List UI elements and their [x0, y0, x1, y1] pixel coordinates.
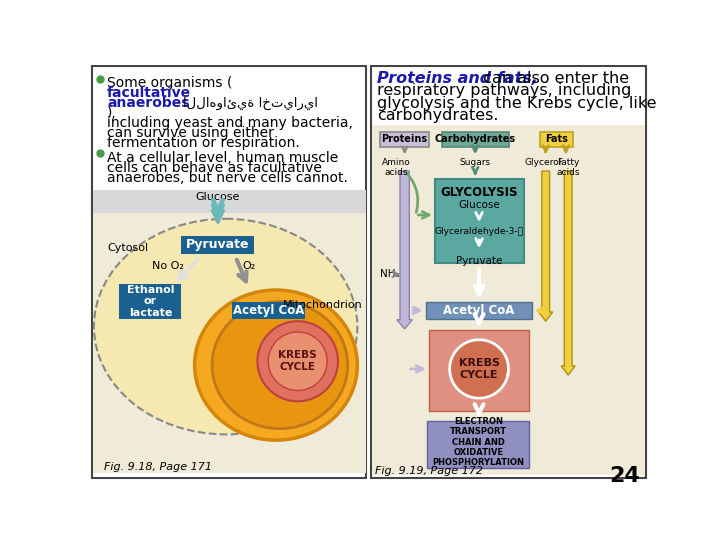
Text: can survive using either: can survive using either	[107, 126, 274, 140]
Bar	[427, 421, 529, 468]
Text: Proteins and fats,: Proteins and fats,	[377, 71, 538, 86]
Text: carbohydrates.: carbohydrates.	[377, 108, 498, 123]
Text: cells can behave as facultative: cells can behave as facultative	[107, 161, 322, 175]
FancyBboxPatch shape	[442, 132, 509, 147]
Bar	[232, 302, 305, 319]
Ellipse shape	[194, 290, 357, 440]
Circle shape	[258, 321, 338, 401]
Text: Pyruvate: Pyruvate	[456, 256, 503, 266]
Text: anaerobes: anaerobes	[107, 96, 189, 110]
Text: Cytosol: Cytosol	[107, 244, 148, 253]
Text: 24: 24	[610, 466, 640, 486]
Text: Glycerol: Glycerol	[525, 158, 562, 167]
Text: KREBS
CYCLE: KREBS CYCLE	[459, 358, 500, 380]
Bar	[428, 330, 529, 411]
Text: Fig. 9.19, Page 172: Fig. 9.19, Page 172	[375, 466, 483, 476]
Text: Amino
acids: Amino acids	[382, 158, 410, 177]
Bar	[435, 179, 524, 264]
Circle shape	[449, 340, 508, 398]
Text: KREBS
CYCLE: KREBS CYCLE	[279, 350, 317, 372]
Text: anaerobes, but nerve cells cannot.: anaerobes, but nerve cells cannot.	[107, 171, 348, 185]
Text: Mitochondrion: Mitochondrion	[283, 300, 362, 309]
Bar	[91, 66, 366, 478]
Text: Acetyl CoA: Acetyl CoA	[444, 304, 515, 317]
Text: glycolysis and the Krebs cycle, like: glycolysis and the Krebs cycle, like	[377, 96, 656, 111]
Text: At a cellular level, human muscle: At a cellular level, human muscle	[107, 151, 338, 165]
Text: Acetyl CoA: Acetyl CoA	[233, 304, 304, 317]
Bar	[93, 190, 366, 473]
Bar	[426, 302, 532, 319]
Text: Fatty
acids: Fatty acids	[557, 158, 580, 177]
Text: Carbohydrates: Carbohydrates	[435, 134, 516, 145]
Text: facultative: facultative	[107, 86, 192, 100]
Text: Pyruvate: Pyruvate	[186, 239, 250, 252]
Text: Ethanol
or
lactate: Ethanol or lactate	[127, 285, 174, 318]
Text: Glyceraldehyde-3-Ⓟ: Glyceraldehyde-3-Ⓟ	[435, 226, 523, 235]
Text: Fats: Fats	[545, 134, 568, 145]
Ellipse shape	[94, 219, 357, 434]
Bar	[371, 66, 646, 478]
Ellipse shape	[212, 301, 348, 429]
Text: Proteins: Proteins	[382, 134, 428, 145]
Text: ),: ),	[107, 106, 117, 120]
Text: Fig. 9.18, Page 171: Fig. 9.18, Page 171	[104, 462, 212, 472]
Text: Sugars: Sugars	[459, 158, 491, 167]
Bar	[120, 284, 181, 319]
Bar	[93, 190, 366, 213]
Text: NH₃: NH₃	[380, 269, 400, 279]
Text: O₂: O₂	[242, 261, 256, 271]
Text: Glucose: Glucose	[196, 192, 240, 202]
FancyBboxPatch shape	[540, 132, 573, 147]
FancyArrow shape	[397, 171, 413, 329]
Text: ELECTRON
TRANSPORT
CHAIN AND
OXIDATIVE
PHOSPHORYLATION: ELECTRON TRANSPORT CHAIN AND OXIDATIVE P…	[432, 417, 524, 468]
Text: GLYCOLYSIS: GLYCOLYSIS	[441, 186, 518, 199]
Text: Some organisms (: Some organisms (	[107, 76, 233, 90]
FancyBboxPatch shape	[380, 132, 429, 147]
Text: respiratory pathways, including: respiratory pathways, including	[377, 83, 631, 98]
Text: fermentation or respiration.: fermentation or respiration.	[107, 137, 300, 151]
Text: including yeast and many bacteria,: including yeast and many bacteria,	[107, 117, 353, 130]
Text: No O₂: No O₂	[152, 261, 184, 271]
Text: Glucose: Glucose	[458, 200, 500, 210]
Text: can also enter the: can also enter the	[478, 71, 629, 86]
Bar	[181, 236, 254, 254]
Circle shape	[269, 332, 327, 390]
Bar	[372, 125, 645, 475]
FancyArrow shape	[539, 171, 553, 321]
FancyArrow shape	[561, 171, 575, 375]
Text: اللاهوائية اختياريا: اللاهوائية اختياريا	[183, 96, 318, 110]
